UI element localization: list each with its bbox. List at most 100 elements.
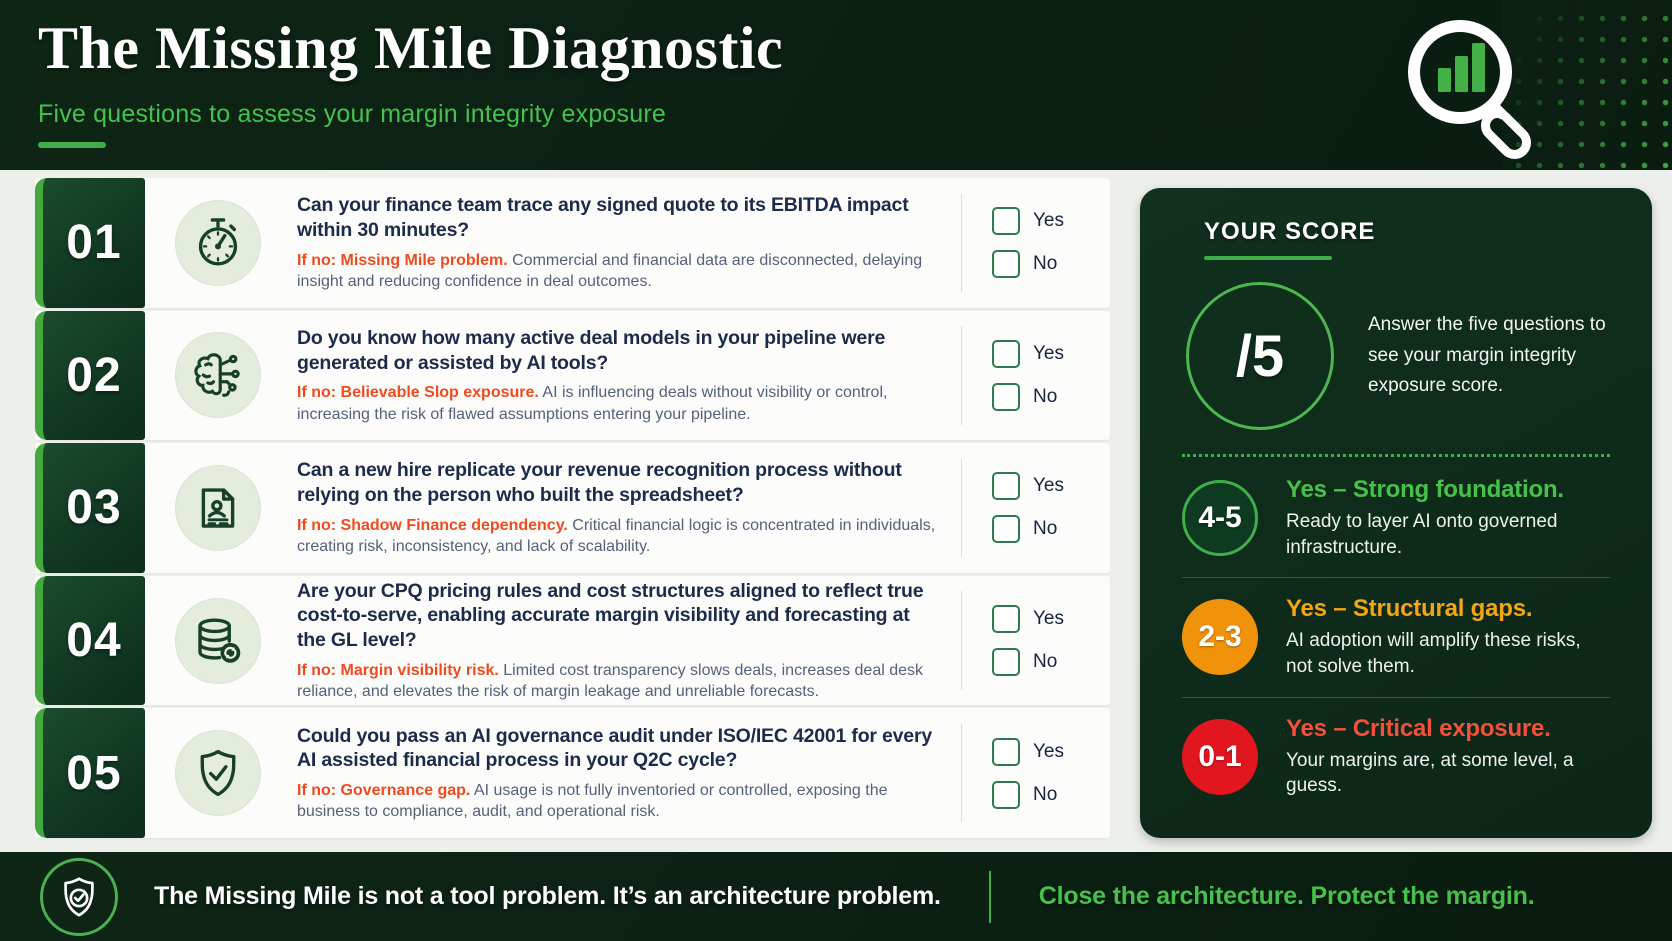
if-no-label: If no: Governance gap. — [297, 782, 471, 800]
header: The Missing Mile Diagnostic Five questio… — [0, 0, 1672, 170]
score-circle: /5 — [1186, 282, 1334, 430]
score-heading: YOUR SCORE — [1204, 218, 1376, 245]
score-summary: /5 Answer the five questions to see your… — [1182, 282, 1610, 430]
tier-range-badge: 2-3 — [1182, 599, 1258, 676]
answer-checkboxes: Yes No — [962, 207, 1110, 279]
tier-text: Yes – Structural gaps. AI adoption will … — [1286, 595, 1586, 679]
question-text-block: Can your finance team trace any signed q… — [297, 193, 961, 292]
no-label: No — [1033, 651, 1058, 673]
tier-body: Ready to layer AI onto governed infrastr… — [1286, 511, 1558, 558]
yes-checkbox[interactable] — [992, 472, 1020, 501]
question-number: 03 — [35, 443, 145, 573]
ai-brain-icon — [175, 332, 261, 419]
question-if-no: If no: Missing Mile problem. Commercial … — [297, 250, 937, 293]
yes-option[interactable]: Yes — [992, 207, 1110, 236]
answer-checkboxes: Yes No — [962, 472, 1110, 544]
no-label: No — [1033, 518, 1058, 540]
score-heading-underline — [1204, 256, 1332, 260]
footer-divider — [988, 870, 991, 923]
row-divider — [961, 193, 962, 293]
question-list: 01 Can your finance team — [35, 178, 1110, 838]
no-checkbox[interactable] — [992, 382, 1020, 411]
row-divider — [961, 458, 962, 558]
yes-checkbox[interactable] — [992, 339, 1020, 368]
database-sync-icon — [175, 597, 261, 684]
score-description: Answer the five questions to see your ma… — [1368, 314, 1606, 397]
no-label: No — [1033, 253, 1058, 275]
yes-checkbox[interactable] — [992, 605, 1020, 634]
if-no-text: Commercial and financial data are discon… — [297, 251, 923, 291]
yes-label: Yes — [1033, 342, 1064, 364]
question-title: Can your finance team trace any signed q… — [297, 194, 909, 242]
tier-body: AI adoption will amplify these risks, no… — [1286, 630, 1581, 677]
answer-checkboxes: Yes No — [962, 339, 1110, 411]
no-option[interactable]: No — [992, 648, 1110, 677]
tier-title: Yes – Structural gaps. — [1286, 595, 1533, 623]
question-text-block: Are your CPQ pricing rules and cost stru… — [297, 579, 961, 703]
question-number: 01 — [35, 178, 145, 308]
question-if-no: If no: Shadow Finance dependency. Critic… — [297, 515, 937, 558]
yes-checkbox[interactable] — [992, 207, 1020, 236]
if-no-label: If no: Missing Mile problem. — [297, 251, 508, 269]
question-text-block: Could you pass an AI governance audit un… — [297, 724, 961, 823]
question-if-no: If no: Margin visibility risk. Limited c… — [297, 660, 937, 703]
tier-text: Yes – Strong foundation. Ready to layer … — [1286, 476, 1586, 560]
no-checkbox[interactable] — [992, 780, 1020, 809]
stopwatch-icon — [175, 199, 261, 286]
question-row-04: 04 Are your CPQ p — [35, 575, 1110, 706]
question-title: Do you know how many active deal models … — [297, 326, 886, 374]
tier-title: Yes – Critical exposure. — [1286, 714, 1551, 742]
question-if-no: If no: Believable Slop exposure. AI is i… — [297, 382, 937, 425]
yes-option[interactable]: Yes — [992, 472, 1110, 501]
row-divider — [961, 591, 962, 690]
score-tier-structural: 2-3 Yes – Structural gaps. AI adoption w… — [1182, 577, 1610, 696]
if-no-text: AI is influencing deals without visibili… — [297, 384, 888, 423]
magnifier-bar-chart-icon — [1398, 10, 1558, 165]
no-option[interactable]: No — [992, 515, 1110, 544]
question-row-02: 02 Do you know how many active deal mode… — [35, 310, 1110, 441]
subtitle-underline — [38, 142, 106, 148]
no-option[interactable]: No — [992, 780, 1110, 809]
tier-range-badge: 4-5 — [1182, 480, 1258, 557]
question-title: Are your CPQ pricing rules and cost stru… — [297, 579, 924, 652]
no-option[interactable]: No — [992, 250, 1110, 279]
shield-check-icon — [40, 857, 118, 936]
answer-checkboxes: Yes No — [962, 605, 1110, 677]
score-value: /5 — [1235, 323, 1285, 389]
no-checkbox[interactable] — [992, 250, 1020, 279]
footer: The Missing Mile is not a tool problem. … — [0, 852, 1672, 941]
id-document-icon — [175, 464, 261, 551]
if-no-label: If no: Believable Slop exposure. — [297, 384, 539, 402]
question-row-05: 05 Could you pass an AI governance audit… — [35, 708, 1110, 838]
no-option[interactable]: No — [992, 382, 1110, 411]
answer-checkboxes: Yes No — [962, 737, 1110, 809]
no-checkbox[interactable] — [992, 648, 1020, 677]
question-if-no: If no: Governance gap. AI usage is not f… — [297, 780, 937, 823]
yes-option[interactable]: Yes — [992, 339, 1110, 368]
question-number: 02 — [35, 310, 145, 441]
if-no-text: AI usage is not fully inventoried or con… — [297, 782, 888, 821]
yes-label: Yes — [1033, 475, 1064, 497]
question-row-03: 03 Can a new hire replicate your revenue… — [35, 443, 1110, 573]
score-tier-critical: 0-1 Yes – Critical exposure. Your margin… — [1182, 696, 1610, 816]
page-subtitle: Five questions to assess your margin int… — [38, 100, 666, 128]
if-no-text: Limited cost transparency slows deals, i… — [297, 661, 924, 701]
yes-label: Yes — [1033, 210, 1064, 232]
question-number: 04 — [35, 575, 145, 706]
question-text-block: Do you know how many active deal models … — [297, 326, 961, 425]
score-tier-strong: 4-5 Yes – Strong foundation. Ready to la… — [1182, 459, 1610, 577]
yes-label: Yes — [1033, 740, 1064, 762]
no-label: No — [1033, 385, 1058, 407]
yes-checkbox[interactable] — [992, 737, 1020, 766]
question-title: Could you pass an AI governance audit un… — [297, 724, 932, 772]
tier-title: Yes – Strong foundation. — [1286, 476, 1564, 503]
question-row-01: 01 Can your finance team — [35, 178, 1110, 308]
question-title: Can a new hire replicate your revenue re… — [297, 459, 902, 507]
score-panel: YOUR SCORE /5 Answer the five questions … — [1140, 188, 1652, 838]
question-text-block: Can a new hire replicate your revenue re… — [297, 458, 961, 557]
tier-text: Yes – Critical exposure. Your margins ar… — [1286, 715, 1586, 799]
no-checkbox[interactable] — [992, 515, 1020, 544]
yes-option[interactable]: Yes — [992, 605, 1110, 634]
if-no-text: Critical financial logic is concentrated… — [297, 516, 936, 556]
yes-option[interactable]: Yes — [992, 737, 1110, 766]
